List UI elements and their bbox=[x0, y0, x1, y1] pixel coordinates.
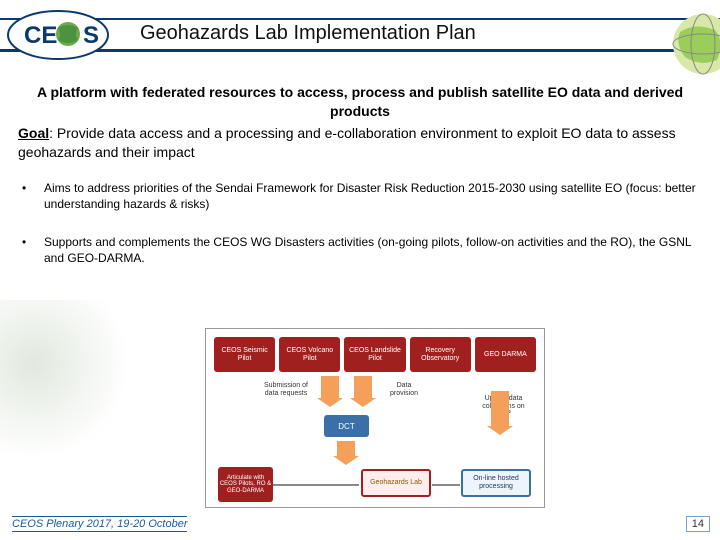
arrow-down-icon bbox=[491, 391, 509, 426]
connector-line bbox=[432, 484, 460, 486]
page-title: Geohazards Lab Implementation Plan bbox=[140, 22, 476, 45]
pilot-box-landslide: CEOS Landslide Pilot bbox=[344, 337, 405, 372]
ceos-logo: CE S bbox=[6, 6, 111, 61]
flow-diagram: CEOS Seismic Pilot CEOS Volcano Pilot CE… bbox=[205, 328, 545, 508]
subtitle: A platform with federated resources to a… bbox=[18, 83, 702, 121]
list-item: • Supports and complements the CEOS WG D… bbox=[22, 234, 702, 266]
page-number: 14 bbox=[686, 516, 710, 532]
arrow-down-icon bbox=[354, 376, 372, 398]
goal-line: Goal: Provide data access and a processi… bbox=[18, 124, 702, 162]
goal-label: Goal bbox=[18, 125, 49, 141]
dct-box: DCT bbox=[324, 415, 369, 437]
globe-icon bbox=[645, 12, 720, 92]
footer-note: CEOS Plenary 2017, 19-20 October bbox=[12, 516, 187, 532]
pilot-box-recovery: Recovery Observatory bbox=[410, 337, 471, 372]
bullet-text: Supports and complements the CEOS WG Dis… bbox=[44, 234, 702, 266]
articulate-box: Articulate with CEOS Pilots, RO & GEO-DA… bbox=[218, 467, 273, 502]
arrow-down-icon bbox=[321, 376, 339, 398]
list-item: • Aims to address priorities of the Send… bbox=[22, 180, 702, 212]
svg-text:CE: CE bbox=[24, 22, 57, 49]
header: CE S Geohazards Lab Implementation Plan bbox=[0, 0, 720, 55]
geohazards-lab-box: Geohazards Lab bbox=[361, 469, 431, 497]
online-processing-box: On-line hosted processing bbox=[461, 469, 531, 497]
bullet-text: Aims to address priorities of the Sendai… bbox=[44, 180, 702, 212]
pilot-row: CEOS Seismic Pilot CEOS Volcano Pilot CE… bbox=[214, 337, 536, 372]
background-decoration bbox=[0, 300, 130, 460]
bullet-marker: • bbox=[22, 234, 44, 266]
label-provision: Data provision bbox=[384, 382, 424, 397]
bullet-list: • Aims to address priorities of the Send… bbox=[18, 180, 702, 267]
goal-text: : Provide data access and a processing a… bbox=[18, 125, 676, 160]
svg-text:S: S bbox=[83, 22, 99, 49]
pilot-box-darma: GEO DARMA bbox=[475, 337, 536, 372]
bullet-marker: • bbox=[22, 180, 44, 212]
content-area: A platform with federated resources to a… bbox=[0, 55, 720, 266]
connector-line bbox=[273, 484, 359, 486]
pilot-box-seismic: CEOS Seismic Pilot bbox=[214, 337, 275, 372]
label-submission: Submission of data requests bbox=[261, 382, 311, 397]
arrow-down-icon bbox=[337, 441, 355, 456]
pilot-box-volcano: CEOS Volcano Pilot bbox=[279, 337, 340, 372]
